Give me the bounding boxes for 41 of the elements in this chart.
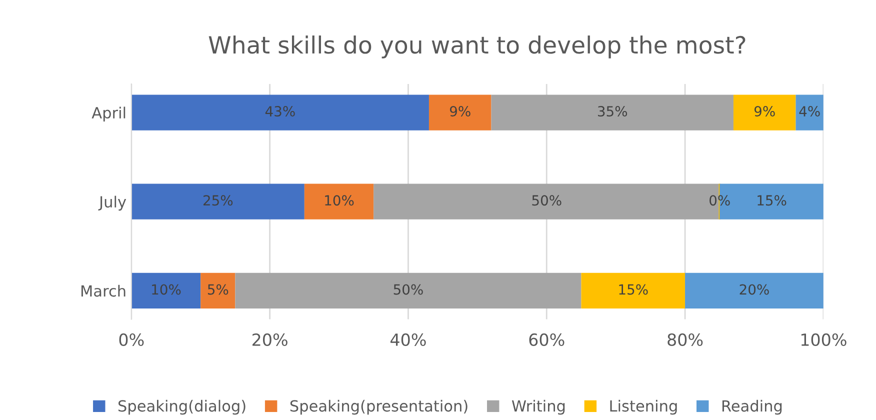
bar (796, 94, 824, 130)
bar (131, 272, 201, 309)
legend-label: Speaking(dialog) (118, 400, 246, 415)
bar (685, 272, 824, 309)
x-tick-label: 100% (801, 333, 846, 346)
bar (235, 272, 582, 309)
legend-label: Listening (610, 400, 677, 415)
y-tick-label: April (92, 106, 126, 122)
bar (131, 94, 429, 130)
x-tick-label: 40% (390, 333, 426, 346)
legend-label: Writing (512, 400, 565, 415)
bar (733, 94, 796, 130)
data-label: 20% (740, 284, 769, 295)
data-label: 25% (203, 195, 233, 206)
x-tick-label: 0% (119, 333, 144, 346)
data-label: 9% (450, 106, 470, 117)
bar (131, 184, 304, 220)
data-label: 15% (619, 284, 648, 295)
data-label: 10% (325, 195, 354, 206)
data-label: 35% (598, 106, 628, 117)
y-tick-label: March (81, 284, 126, 297)
data-label: 5% (208, 284, 228, 295)
bar (428, 94, 492, 130)
chart-title: What skills do you want to develop the most? (208, 36, 746, 58)
data-label: 50% (532, 195, 562, 206)
data-label: 9% (754, 106, 775, 117)
x-tick-label: 80% (668, 333, 703, 346)
data-label: 4% (799, 106, 820, 117)
y-tick-label: July (98, 196, 126, 211)
data-label: 43% (265, 106, 295, 117)
data-label: 50% (394, 284, 423, 295)
bar (200, 272, 236, 309)
bar (491, 94, 734, 130)
data-label: 10% (152, 284, 181, 295)
bar (304, 184, 374, 220)
legend-label: Reading (722, 400, 782, 415)
legend-label: Speaking(presentation) (290, 400, 468, 415)
x-tick-label: 20% (252, 333, 288, 346)
data-label: 15% (758, 195, 786, 206)
bar (581, 272, 686, 309)
x-tick-label: 60% (529, 333, 564, 346)
